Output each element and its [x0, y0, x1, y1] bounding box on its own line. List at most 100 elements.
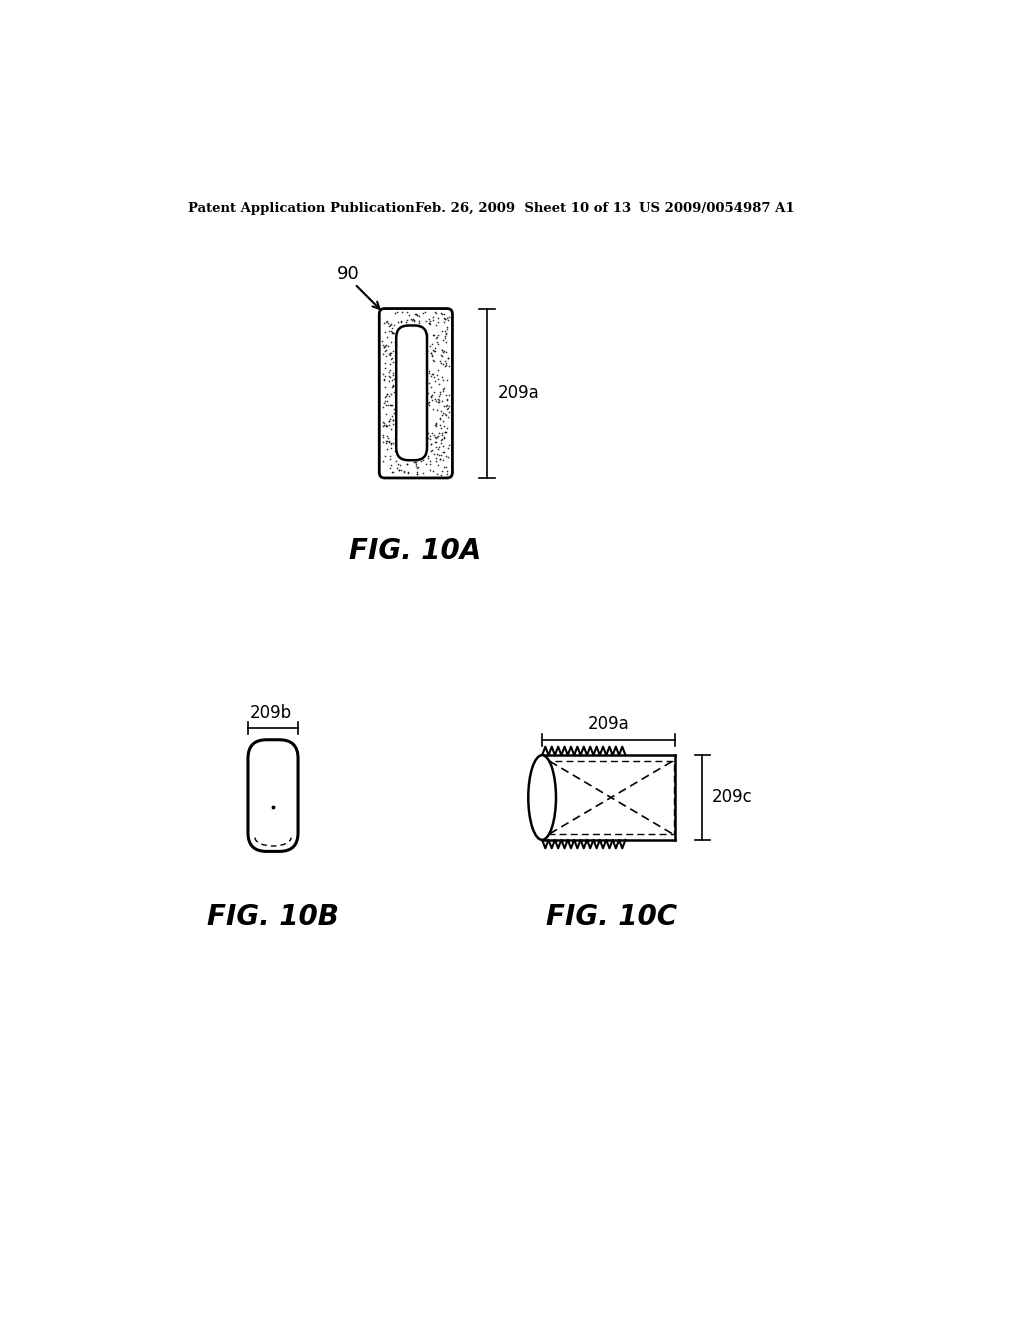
Point: [378, 433, 394, 454]
Point: [437, 309, 454, 330]
Point: [385, 363, 401, 384]
Point: [385, 376, 401, 397]
Point: [431, 374, 447, 395]
Point: [377, 378, 393, 399]
Point: [427, 371, 443, 392]
Point: [420, 392, 436, 413]
Point: [388, 372, 404, 393]
Point: [385, 341, 401, 362]
Point: [382, 446, 398, 467]
Point: [436, 395, 453, 416]
Point: [439, 395, 456, 416]
Point: [383, 384, 399, 405]
Point: [428, 428, 444, 449]
Point: [385, 322, 401, 343]
Point: [424, 363, 440, 384]
Point: [434, 391, 451, 412]
Point: [420, 383, 436, 404]
Point: [410, 463, 426, 484]
Point: [430, 325, 446, 346]
Point: [431, 449, 447, 470]
Point: [432, 302, 449, 323]
Point: [410, 457, 426, 478]
Point: [375, 424, 391, 445]
Point: [437, 326, 454, 347]
Point: [389, 457, 406, 478]
Point: [434, 422, 451, 444]
Point: [423, 433, 439, 454]
Point: [422, 314, 438, 335]
Point: [385, 399, 401, 420]
Point: [439, 389, 456, 411]
Point: [376, 414, 392, 436]
Point: [415, 462, 431, 483]
Point: [440, 356, 457, 378]
Point: [375, 397, 391, 418]
Point: [388, 450, 404, 471]
Point: [377, 391, 393, 412]
Point: [386, 381, 402, 403]
Point: [407, 314, 423, 335]
Point: [432, 381, 449, 403]
Point: [430, 422, 446, 444]
Point: [437, 421, 454, 442]
Point: [438, 385, 455, 407]
Point: [434, 405, 451, 426]
Point: [421, 395, 437, 416]
Point: [439, 310, 456, 331]
Point: [387, 429, 403, 450]
Point: [440, 348, 457, 370]
Point: [441, 434, 458, 455]
Point: [424, 363, 440, 384]
Point: [422, 310, 438, 331]
Point: [385, 314, 401, 335]
Point: [377, 358, 393, 379]
Point: [437, 404, 454, 425]
Point: [381, 342, 397, 363]
Text: FIG. 10B: FIG. 10B: [207, 903, 339, 931]
Point: [432, 449, 449, 470]
Point: [421, 372, 437, 393]
Text: 209c: 209c: [712, 788, 753, 807]
Point: [422, 450, 438, 471]
Point: [399, 314, 416, 335]
Point: [379, 426, 395, 447]
Point: [427, 426, 443, 447]
Point: [428, 436, 444, 457]
Point: [411, 313, 427, 334]
Point: [426, 425, 442, 446]
Point: [385, 409, 401, 430]
Point: [425, 309, 441, 330]
Point: [424, 345, 440, 366]
Point: [390, 459, 407, 480]
Point: [388, 301, 404, 322]
Point: [428, 413, 444, 434]
Point: [383, 437, 399, 458]
Point: [424, 422, 440, 444]
Point: [375, 426, 391, 447]
Point: [437, 350, 454, 371]
Point: [427, 414, 443, 436]
Point: [411, 306, 427, 327]
Point: [440, 306, 457, 327]
Point: [431, 408, 447, 429]
Point: [419, 341, 435, 362]
Point: [413, 450, 429, 471]
Point: [426, 341, 442, 362]
Point: [378, 312, 394, 333]
Point: [435, 378, 452, 399]
Point: [384, 409, 400, 430]
Point: [383, 343, 399, 364]
Point: [376, 313, 392, 334]
Point: [432, 408, 449, 429]
Point: [395, 461, 412, 482]
Point: [383, 319, 399, 341]
Point: [376, 370, 392, 391]
Point: [434, 441, 451, 462]
Point: [379, 430, 395, 451]
Bar: [548, 762, 674, 834]
Point: [428, 413, 444, 434]
Point: [428, 432, 444, 453]
Point: [426, 367, 442, 388]
Point: [377, 352, 393, 374]
